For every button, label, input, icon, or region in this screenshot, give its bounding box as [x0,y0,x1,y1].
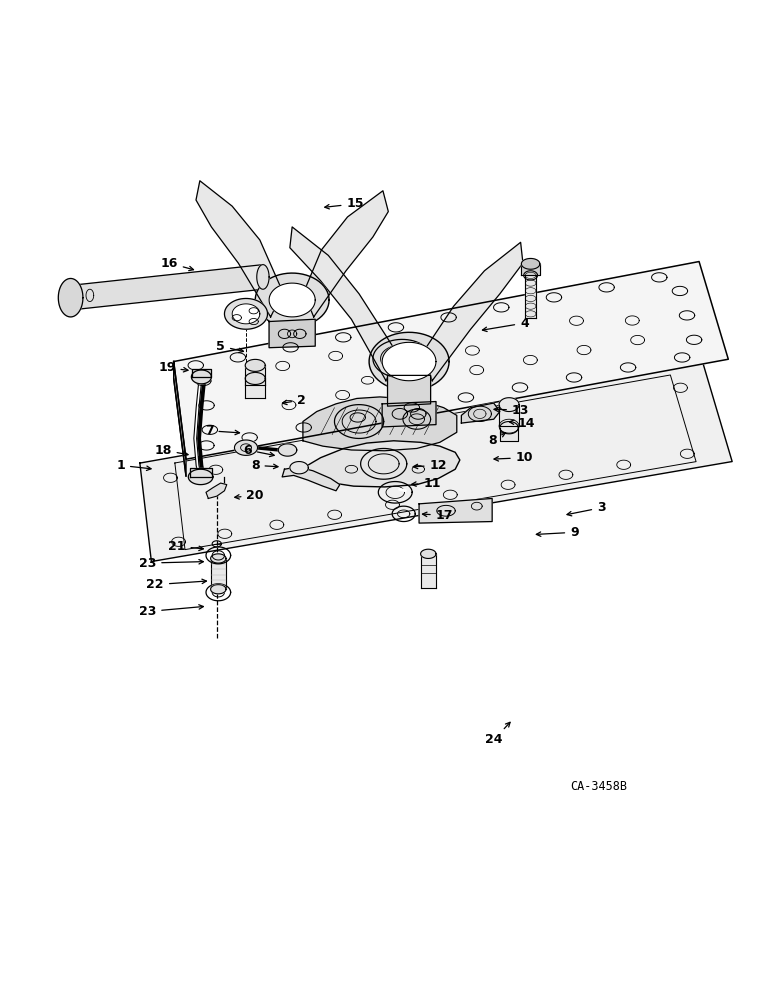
Polygon shape [307,441,460,487]
Polygon shape [192,369,211,377]
Text: 22: 22 [147,578,206,591]
Text: 15: 15 [325,197,364,210]
Text: 16: 16 [161,257,194,271]
Polygon shape [245,359,266,371]
Polygon shape [462,403,499,423]
Polygon shape [382,402,436,427]
Text: 2: 2 [283,394,306,407]
Text: 8: 8 [488,433,506,447]
Text: 19: 19 [158,361,188,374]
Polygon shape [257,265,269,289]
Polygon shape [521,258,540,269]
Polygon shape [256,273,329,327]
Polygon shape [174,362,186,476]
Text: 6: 6 [243,444,274,457]
Polygon shape [70,265,263,310]
Polygon shape [290,227,398,381]
Text: 3: 3 [567,501,606,516]
Polygon shape [499,422,518,434]
Polygon shape [419,498,493,523]
Text: 23: 23 [139,557,203,570]
Text: 18: 18 [154,444,188,457]
Text: 8: 8 [251,459,278,472]
Polygon shape [282,467,340,491]
Text: 5: 5 [216,340,243,353]
Polygon shape [279,444,296,456]
Polygon shape [211,554,226,563]
Text: 21: 21 [168,540,203,553]
Polygon shape [382,342,436,381]
Polygon shape [369,332,449,391]
Polygon shape [421,554,436,588]
Text: 4: 4 [482,317,529,332]
Polygon shape [423,242,523,381]
Polygon shape [188,469,213,485]
Polygon shape [140,363,732,562]
Polygon shape [245,372,266,384]
Polygon shape [303,397,457,451]
Text: 20: 20 [235,489,264,502]
Text: 9: 9 [537,526,579,539]
Polygon shape [206,483,227,498]
Polygon shape [269,319,315,348]
Text: CA-3458B: CA-3458B [571,780,628,793]
Polygon shape [190,468,212,477]
Text: 7: 7 [205,424,239,437]
Polygon shape [196,181,283,317]
Text: 24: 24 [485,722,510,746]
Polygon shape [245,378,266,398]
Polygon shape [211,585,226,594]
Polygon shape [499,428,518,441]
Polygon shape [388,375,431,406]
Polygon shape [290,462,308,474]
Polygon shape [499,398,519,412]
Polygon shape [421,549,436,558]
Polygon shape [59,278,83,317]
Polygon shape [499,405,519,426]
Polygon shape [211,558,226,589]
Polygon shape [269,283,315,317]
Text: 12: 12 [413,459,447,472]
Text: 13: 13 [494,404,530,417]
Text: 10: 10 [494,451,533,464]
Text: 23: 23 [139,605,203,618]
Polygon shape [225,298,268,329]
Polygon shape [521,264,540,275]
Polygon shape [303,191,388,317]
Polygon shape [525,275,536,318]
Text: 14: 14 [510,417,535,430]
Polygon shape [191,370,212,384]
Polygon shape [232,304,260,324]
Text: 1: 1 [117,459,151,472]
Polygon shape [174,262,728,459]
Polygon shape [245,365,266,385]
Text: 17: 17 [422,509,453,522]
Text: 11: 11 [411,477,441,490]
Polygon shape [235,440,258,455]
